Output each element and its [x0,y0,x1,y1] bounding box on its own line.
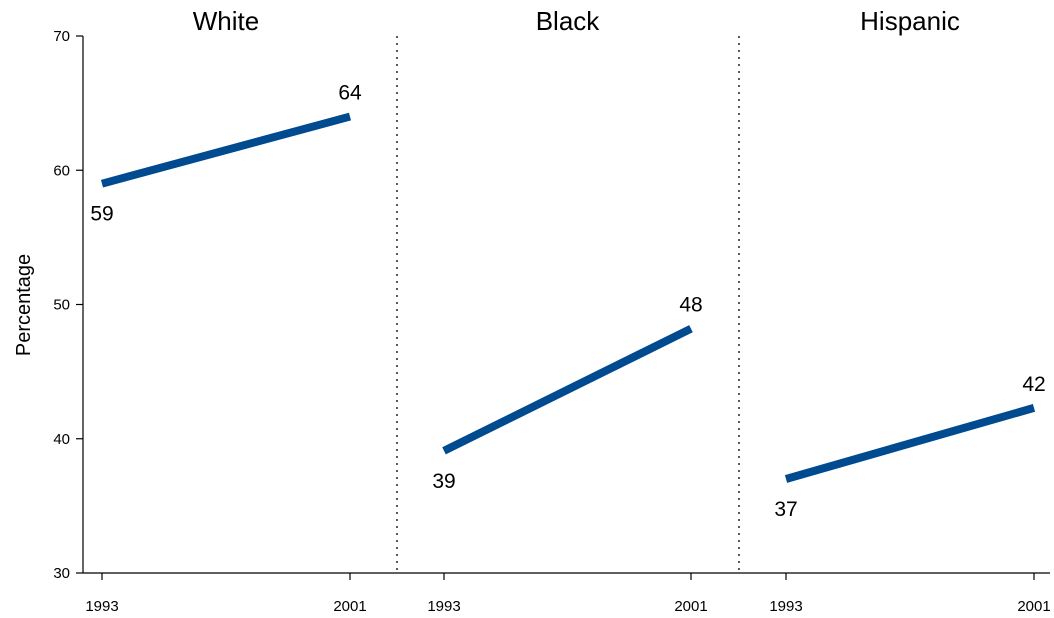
x-tick-label: 2001 [333,598,366,615]
y-tick-label: 60 [53,162,70,179]
data-label-end: 48 [679,294,702,317]
panel-title: Black [536,6,601,36]
y-axis-title: Percentage [13,254,35,356]
series-line-white [100,112,352,188]
x-tick-label: 1993 [769,598,802,615]
x-tick-label: 1993 [427,598,460,615]
x-tick-label: 2001 [674,598,707,615]
y-tick-label: 40 [53,431,70,448]
data-label-end: 42 [1022,373,1045,396]
panel-hispanic: Hispanic 1993 2001 37 42 [769,6,1050,615]
y-tick-label: 70 [53,28,70,45]
panel-white: White 1993 2001 59 64 [85,6,366,615]
panel-title: White [193,6,259,36]
y-tick-label: 50 [53,297,70,314]
data-label-start: 37 [774,498,797,521]
panel-title: Hispanic [860,6,960,36]
data-label-start: 39 [432,470,455,493]
x-tick-label: 2001 [1017,598,1050,615]
series-line-black [442,325,693,455]
y-tick-label: 30 [53,565,70,582]
data-label-start: 59 [90,203,113,226]
panels: White 1993 2001 59 64 Black 1993 2001 39 48 Hispan… [85,6,1050,615]
axes: 30 40 50 60 70 [53,28,1050,582]
series-line-hispanic [784,404,1036,483]
panel-black: Black 1993 2001 39 48 [427,6,707,615]
x-tick-label: 1993 [85,598,118,615]
data-label-end: 64 [338,82,362,105]
